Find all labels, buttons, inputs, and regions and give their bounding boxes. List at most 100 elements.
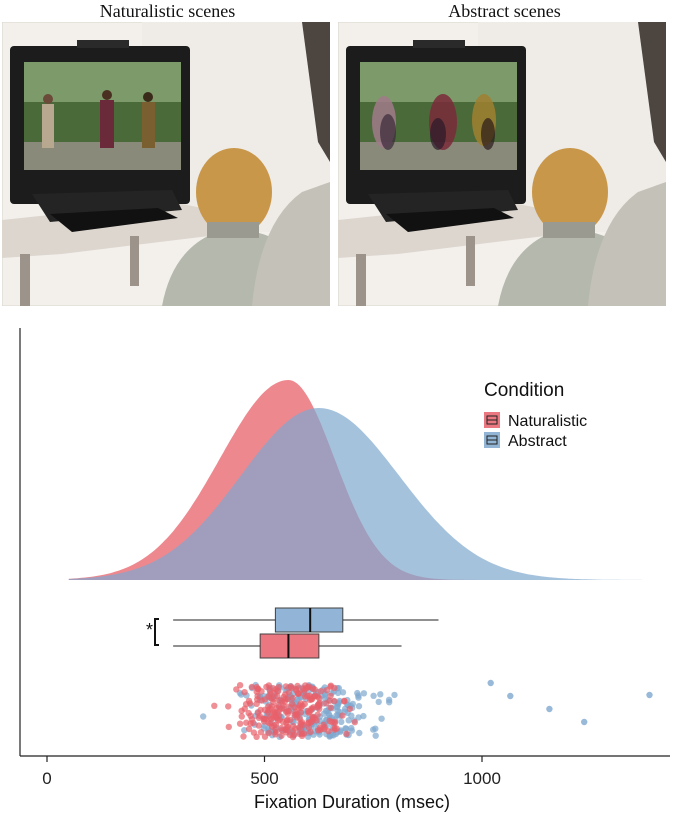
significance-marker: * [146,620,153,640]
point-naturalistic [243,719,250,726]
abstract-scene-illustration [338,22,666,306]
point-naturalistic [327,704,334,711]
point-naturalistic [301,730,308,737]
significance-bracket [154,618,159,646]
point-abstract [360,712,367,720]
point-naturalistic [309,685,316,692]
point-abstract [375,698,382,706]
point-naturalistic [238,713,245,720]
point-naturalistic [265,729,273,737]
point-abstract [342,725,349,732]
point-naturalistic [240,733,247,740]
point-naturalistic [284,710,291,718]
point-naturalistic [287,716,294,724]
x-tick-label: 0 [42,769,51,788]
point-naturalistic [278,727,286,734]
point-naturalistic [326,717,333,724]
point-abstract-outlier [507,692,514,700]
point-abstract [200,713,207,720]
point-abstract-outlier [646,691,653,699]
point-naturalistic [289,694,296,702]
point-abstract [360,690,368,697]
point-abstract [241,727,248,734]
point-naturalistic [260,715,267,723]
point-naturalistic [272,731,279,738]
density-abstract [68,408,657,580]
x-axis-ticks: 0 500 1000 [42,756,501,788]
point-naturalistic [275,708,282,716]
legend-label-abstract: Abstract [508,433,567,450]
point-naturalistic [296,730,303,738]
point-abstract-outlier [546,705,553,713]
point-naturalistic [241,689,248,696]
point-naturalistic [267,705,274,712]
point-naturalistic [236,720,244,727]
point-abstract [355,703,363,710]
point-naturalistic [285,723,292,730]
point-naturalistic [245,725,253,733]
fixation-duration-chart: 0 500 1000 * Fixation Duration (msec) Cond… [19,328,670,812]
point-abstract [370,692,377,699]
naturalistic-panel-title: Naturalistic scenes [99,1,236,21]
point-abstract [377,691,384,698]
point-naturalistic [288,684,295,692]
point-abstract-outlier [487,679,494,687]
point-naturalistic [290,722,297,730]
point-naturalistic [343,730,350,737]
point-naturalistic [250,719,257,726]
point-naturalistic [292,708,299,716]
point-abstract [391,691,398,699]
point-naturalistic [314,711,321,718]
point-naturalistic [278,732,285,739]
point-naturalistic [233,686,240,693]
point-naturalistic [289,728,297,735]
point-abstract-outlier [581,718,588,726]
point-abstract [378,715,385,722]
point-naturalistic [341,697,348,704]
point-abstract [338,718,345,726]
point-naturalistic [211,702,218,709]
point-abstract [348,724,355,732]
point-naturalistic [294,690,302,697]
point-abstract [356,729,363,737]
point-naturalistic [288,700,296,707]
point-abstract [355,714,362,721]
point-abstract [333,712,340,719]
point-naturalistic [322,700,330,707]
legend-key-abstract [484,432,500,448]
point-naturalistic [327,682,335,689]
point-naturalistic [248,683,256,691]
point-naturalistic [312,692,319,699]
point-abstract [372,732,379,739]
point-naturalistic [331,697,338,705]
point-naturalistic [272,721,280,728]
point-naturalistic [225,703,232,710]
point-naturalistic [299,702,306,710]
point-naturalistic [289,733,297,741]
legend-key-naturalistic [484,412,500,428]
point-naturalistic [225,723,232,731]
point-naturalistic [276,716,283,723]
legend-title: Condition [484,380,564,401]
naturalistic-scene-illustration [2,22,330,306]
density-layer [68,380,657,580]
point-naturalistic [255,722,262,729]
point-naturalistic [339,712,346,719]
point-naturalistic [236,682,244,689]
x-axis-label: Fixation Duration (msec) [254,792,450,812]
point-naturalistic [297,709,304,716]
point-abstract [325,710,332,717]
point-naturalistic [250,729,258,736]
x-tick-label: 500 [250,769,278,788]
box-naturalistic [259,633,320,659]
point-naturalistic [293,714,300,721]
point-naturalistic [314,701,322,708]
point-naturalistic [346,705,353,713]
point-naturalistic [246,700,254,707]
point-naturalistic [317,688,324,695]
point-naturalistic [266,687,274,694]
point-naturalistic [255,685,262,693]
point-abstract [386,699,393,706]
point-naturalistic [351,719,358,726]
point-naturalistic [261,733,269,740]
